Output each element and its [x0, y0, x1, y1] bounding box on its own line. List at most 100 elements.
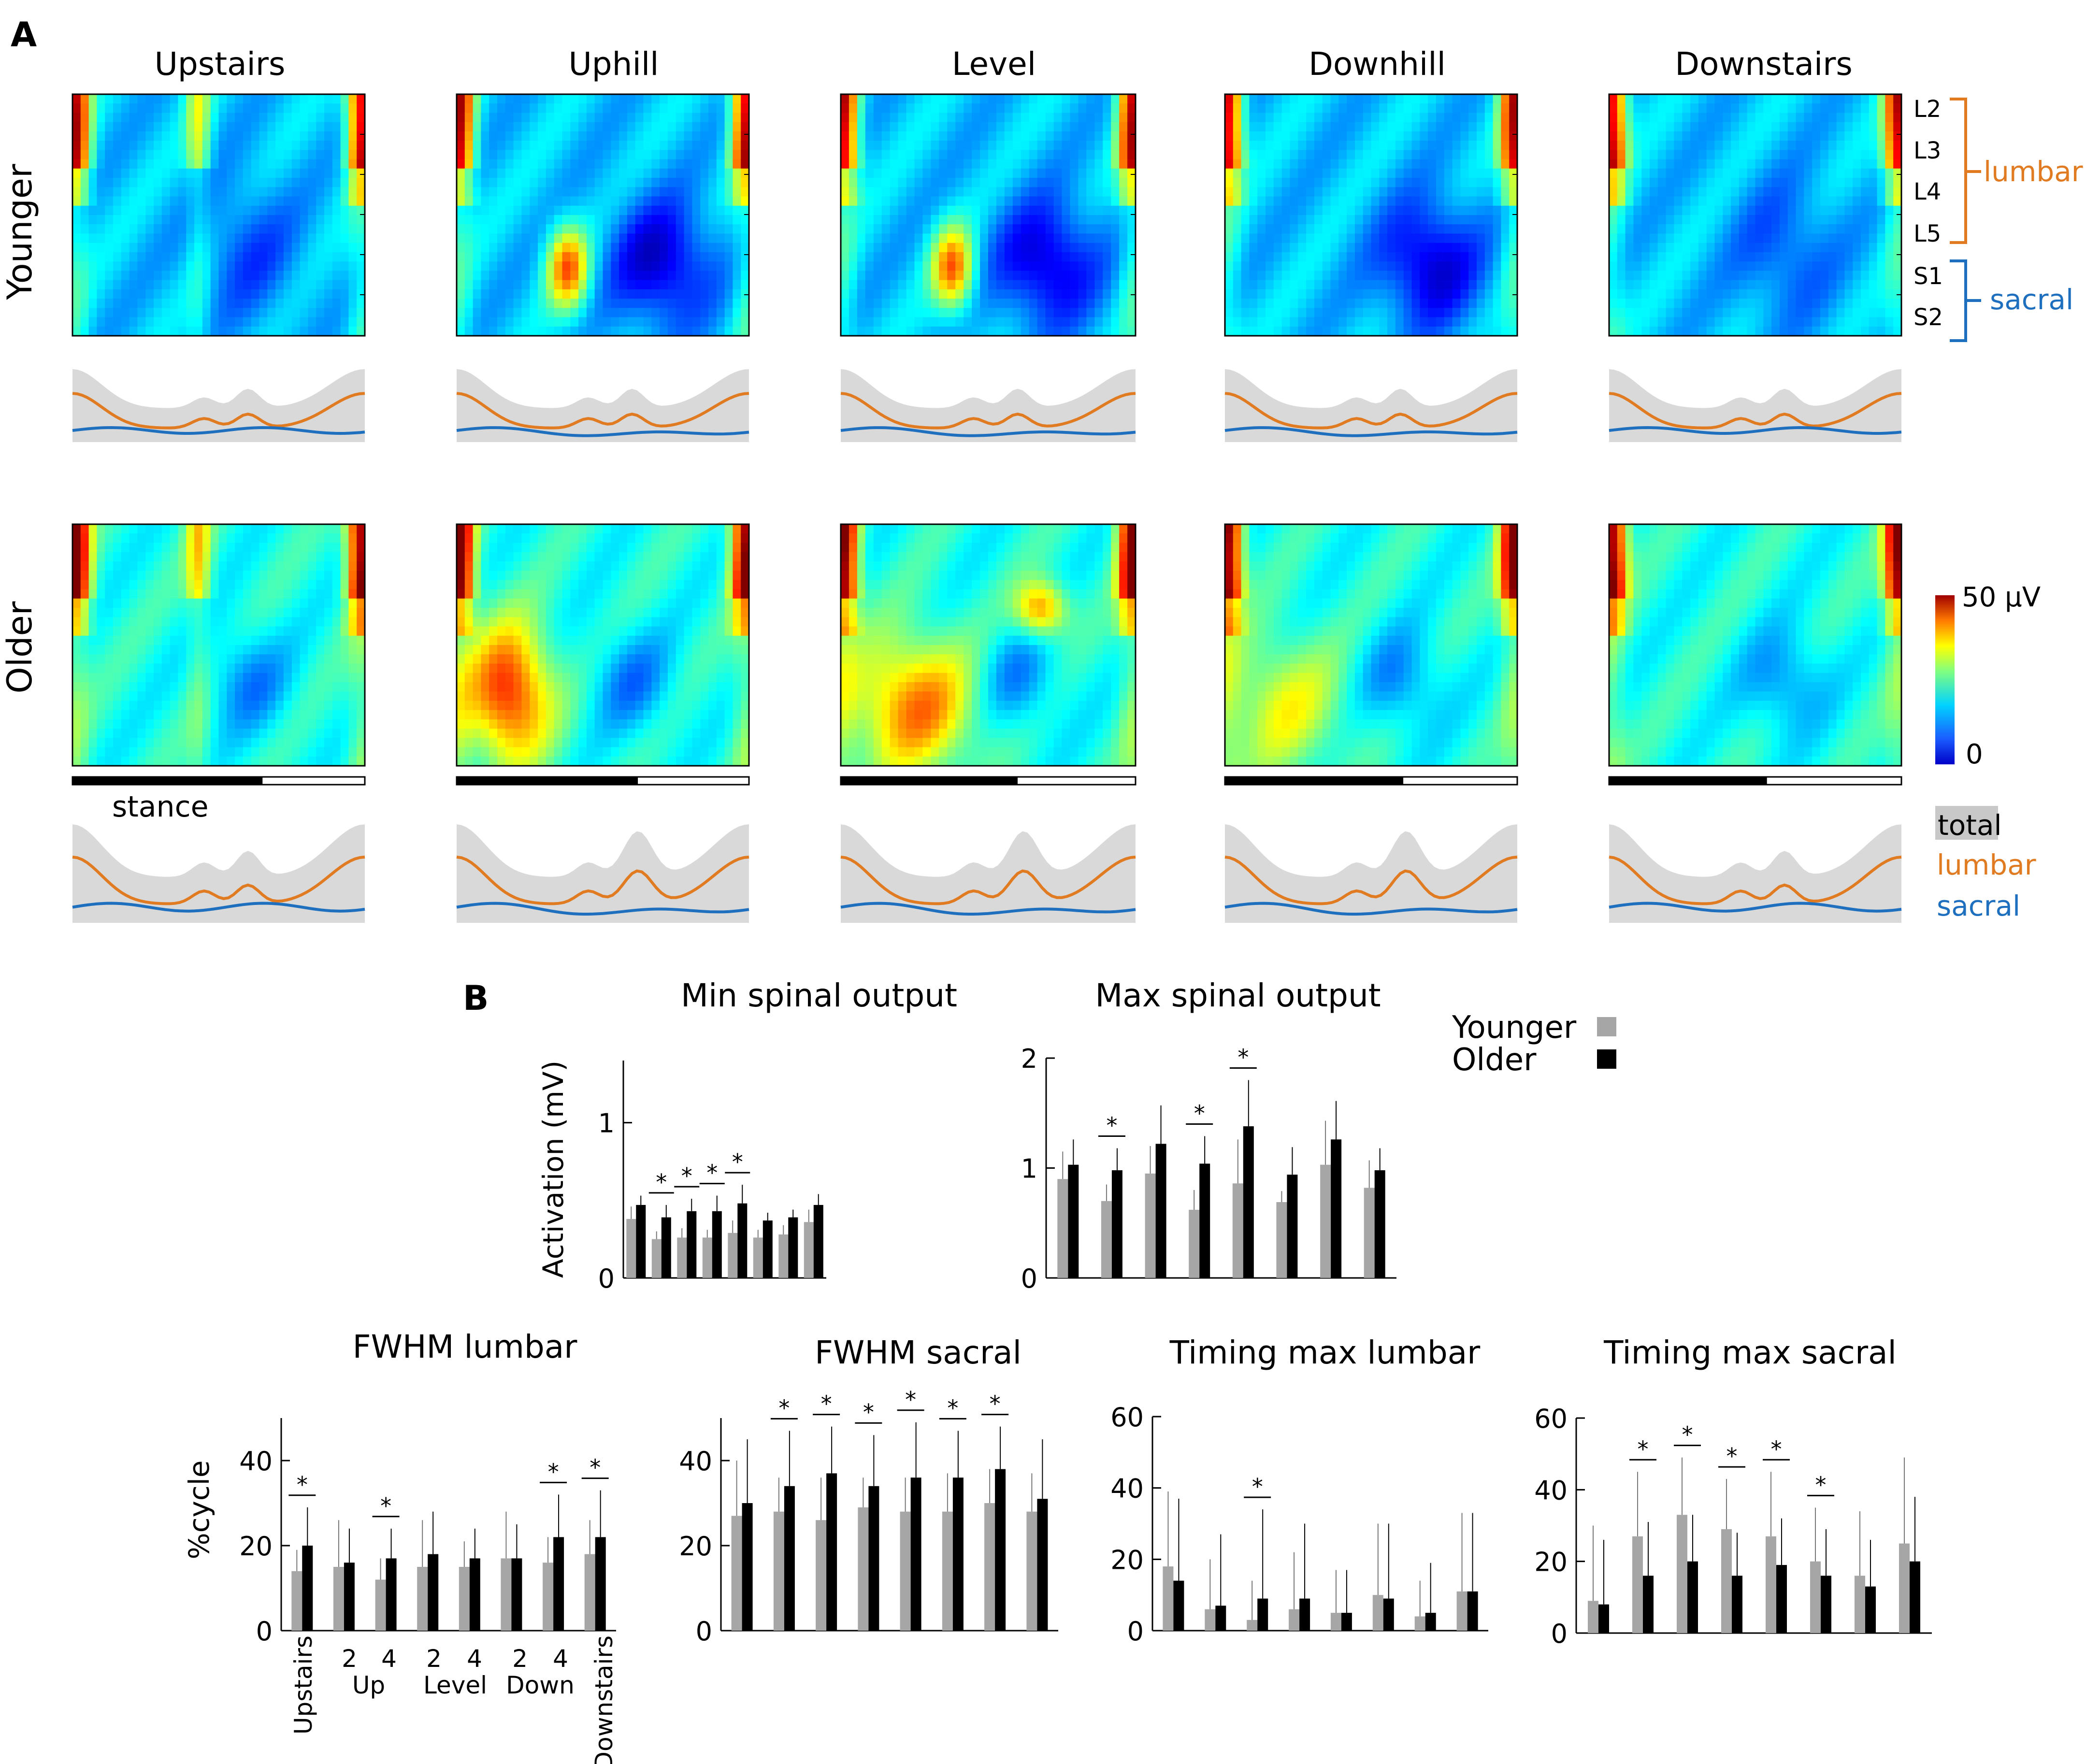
heatmap-cell	[939, 131, 948, 141]
heatmap-cell	[291, 187, 301, 197]
heatmap-cell	[578, 701, 587, 711]
heatmap-cell	[570, 168, 579, 178]
heatmap-cell	[898, 168, 907, 178]
heatmap-cell	[530, 168, 538, 178]
heatmap-cell	[1029, 131, 1038, 141]
heatmap-cell	[627, 299, 636, 309]
heatmap-cell	[72, 94, 81, 104]
heatmap-cell	[170, 159, 179, 169]
heatmap-cell	[643, 187, 652, 197]
heatmap-cell	[113, 243, 122, 253]
heatmap-cell	[113, 271, 122, 281]
heatmap-cell	[724, 261, 734, 272]
heatmap-cell	[505, 571, 514, 581]
heatmap-cell	[865, 635, 874, 645]
heatmap-cell	[996, 103, 1005, 114]
heatmap-cell	[283, 168, 292, 178]
heatmap-cell	[676, 168, 685, 178]
heatmap-cell	[283, 252, 292, 262]
heatmap-cell	[340, 261, 349, 272]
heatmap-cell	[857, 215, 866, 225]
heatmap-cell	[186, 308, 195, 318]
heatmap-cell	[80, 738, 89, 748]
heatmap-cell	[554, 626, 563, 636]
sacral-trace	[72, 902, 365, 913]
heatmap-cell	[611, 645, 619, 655]
heatmap-cell	[186, 719, 195, 729]
heatmap-cell	[890, 561, 899, 571]
heatmap-cell	[898, 94, 907, 104]
heatmap-cell	[1127, 94, 1136, 104]
heatmap-cell	[1062, 233, 1071, 244]
heatmap-cell	[988, 224, 997, 234]
heatmap-cell	[154, 598, 162, 608]
heatmap-cell	[947, 299, 956, 309]
heatmap-cell	[210, 747, 219, 757]
heatmap-cell	[716, 326, 725, 336]
heatmap-cell	[849, 159, 858, 169]
heatmap-cell	[570, 635, 579, 645]
heatmap-cell	[700, 252, 709, 262]
heatmap-cell	[259, 710, 268, 720]
heatmap-cell	[716, 280, 725, 290]
heatmap-cell	[513, 141, 522, 151]
heatmap-cell	[1119, 252, 1128, 262]
heatmap-cell	[1119, 243, 1128, 253]
heatmap-cell	[841, 738, 849, 748]
heatmap-cell	[586, 589, 595, 599]
heatmap-cell	[178, 122, 187, 132]
heatmap-cell	[700, 738, 709, 748]
heatmap-cell	[1103, 326, 1111, 336]
heatmap-cell	[1021, 178, 1030, 188]
heatmap-cell	[692, 580, 701, 590]
heatmap-cell	[890, 533, 899, 544]
heatmap-cell	[651, 663, 660, 674]
heatmap-cell	[873, 608, 882, 618]
heatmap-cell	[635, 719, 644, 729]
heatmap-cell	[562, 580, 571, 590]
heatmap-cell	[105, 224, 114, 234]
heatmap-cell	[227, 122, 235, 132]
heatmap-cell	[161, 215, 171, 225]
heatmap-cell	[251, 150, 260, 160]
heatmap-cell	[473, 271, 482, 281]
heatmap-cell	[72, 654, 81, 664]
heatmap-cell	[210, 159, 219, 169]
heatmap-cell	[881, 196, 891, 206]
heatmap-cell	[178, 187, 187, 197]
heatmap-cell	[890, 150, 899, 160]
heatmap-cell	[914, 103, 923, 114]
heatmap-cell	[741, 233, 749, 244]
heatmap-cell	[235, 756, 244, 766]
heatmap-cell	[980, 131, 989, 141]
heatmap-cell	[849, 280, 858, 290]
heatmap-cell	[980, 159, 989, 169]
heatmap-cell	[283, 224, 292, 234]
heatmap-cell	[554, 543, 563, 553]
heatmap-cell	[145, 719, 154, 729]
heatmap-cell	[348, 673, 357, 683]
heatmap-cell	[890, 738, 899, 748]
heatmap-cell	[113, 113, 122, 123]
heatmap-cell	[348, 663, 357, 674]
heatmap-cell	[546, 645, 555, 655]
heatmap-cell	[562, 719, 571, 729]
heatmap-cell	[1111, 150, 1120, 160]
heatmap-cell	[210, 243, 219, 253]
heatmap-cell	[357, 729, 365, 739]
heatmap-cell	[291, 233, 301, 244]
heatmap-cell	[873, 326, 882, 336]
heatmap-cell	[145, 159, 154, 169]
heatmap-cell	[546, 608, 555, 618]
heatmap-cell	[194, 103, 203, 114]
heatmap-cell	[291, 719, 301, 729]
heatmap-cell	[1004, 326, 1013, 336]
heatmap-cell	[546, 141, 555, 151]
heatmap-cell	[121, 589, 130, 599]
heatmap-cell	[603, 215, 612, 225]
heatmap-cell	[218, 280, 228, 290]
heatmap-cell	[906, 729, 915, 739]
heatmap-cell	[857, 710, 866, 720]
heatmap-cell	[218, 252, 228, 262]
heatmap-cell	[841, 756, 849, 766]
